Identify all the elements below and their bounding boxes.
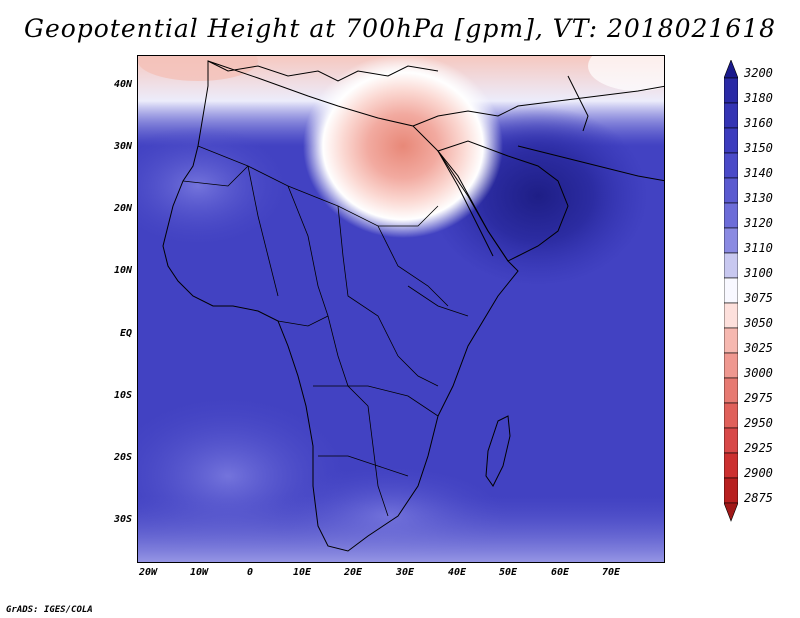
lat-label-10n: 10N xyxy=(113,265,132,276)
colorbar-bottom-arrow xyxy=(724,502,738,522)
colorbar-label-3180: 3180 xyxy=(744,91,773,105)
lon-label-70e: 70E xyxy=(601,567,621,578)
colorbar-cell xyxy=(724,202,738,229)
lat-label-10s: 10S xyxy=(113,390,132,401)
country-borders xyxy=(182,145,469,517)
lat-label-30n: 30N xyxy=(113,141,132,152)
colorbar-label-3000: 3000 xyxy=(744,366,773,380)
colorbar-label-3120: 3120 xyxy=(744,216,773,230)
colorbar-cell xyxy=(724,152,738,179)
lon-label-50e: 50E xyxy=(498,567,518,578)
lon-label-10w: 10W xyxy=(189,567,209,578)
colorbar-label-3110: 3110 xyxy=(744,241,773,255)
colorbar-label-2950: 2950 xyxy=(744,416,773,430)
colorbar-label-3025: 3025 xyxy=(744,341,773,355)
grads-credit: GrADS: IGES/COLA xyxy=(6,605,93,615)
colorbar-cell xyxy=(724,127,738,154)
colorbar-cell xyxy=(724,477,738,504)
lon-label-30e: 30E xyxy=(395,567,415,578)
colorbar xyxy=(724,60,738,522)
field-northwest-light xyxy=(138,126,288,246)
colorbar-cell xyxy=(724,427,738,454)
lat-label-20n: 20N xyxy=(113,203,132,214)
colorbar-cell xyxy=(724,402,738,429)
colorbar-label-2875: 2875 xyxy=(744,491,773,505)
colorbar-cell xyxy=(724,327,738,354)
lon-label-20e: 20E xyxy=(343,567,363,578)
field-map xyxy=(138,56,664,562)
colorbar-cell xyxy=(724,302,738,329)
lon-label-60e: 60E xyxy=(550,567,570,578)
colorbar-label-3160: 3160 xyxy=(744,116,773,130)
lat-label-40n: 40N xyxy=(113,79,132,90)
colorbar-cell xyxy=(724,227,738,254)
lat-label-30s: 30S xyxy=(113,514,132,525)
colorbar-label-3130: 3130 xyxy=(744,191,773,205)
lon-label-20w: 20W xyxy=(138,567,158,578)
colorbar-label-2925: 2925 xyxy=(744,441,773,455)
colorbar-label-3050: 3050 xyxy=(744,316,773,330)
colorbar-cell xyxy=(724,452,738,479)
colorbar-label-3200: 3200 xyxy=(744,66,773,80)
lat-label-eq: EQ xyxy=(119,328,132,339)
lat-label-20s: 20S xyxy=(113,452,132,463)
colorbar-label-3150: 3150 xyxy=(744,141,773,155)
colorbar-label-2900: 2900 xyxy=(744,466,773,480)
colorbar-label-2975: 2975 xyxy=(744,391,773,405)
map-title: Geopotential Height at 700hPa [gpm], VT:… xyxy=(23,14,777,43)
colorbar-cell xyxy=(724,252,738,279)
lon-label-40e: 40E xyxy=(447,567,467,578)
field-south-band xyxy=(138,496,664,562)
colorbar-cell xyxy=(724,277,738,304)
coastlines xyxy=(162,60,664,552)
colorbar-top-arrow xyxy=(724,60,738,79)
lon-label-10e: 10E xyxy=(292,567,312,578)
colorbar-cell xyxy=(724,102,738,129)
lon-label-0: 0 xyxy=(246,567,254,578)
field-northwest-low xyxy=(138,56,258,81)
map-panel xyxy=(137,55,665,563)
field-northeast-light xyxy=(588,56,664,91)
colorbar-label-3100: 3100 xyxy=(744,266,773,280)
field-mediterranean-low xyxy=(303,56,503,238)
colorbar-cell xyxy=(724,77,738,104)
colorbar-cell xyxy=(724,177,738,204)
colorbar-cell xyxy=(724,352,738,379)
colorbar-cell xyxy=(724,377,738,404)
colorbar-label-3075: 3075 xyxy=(744,291,773,305)
colorbar-label-3140: 3140 xyxy=(744,166,773,180)
